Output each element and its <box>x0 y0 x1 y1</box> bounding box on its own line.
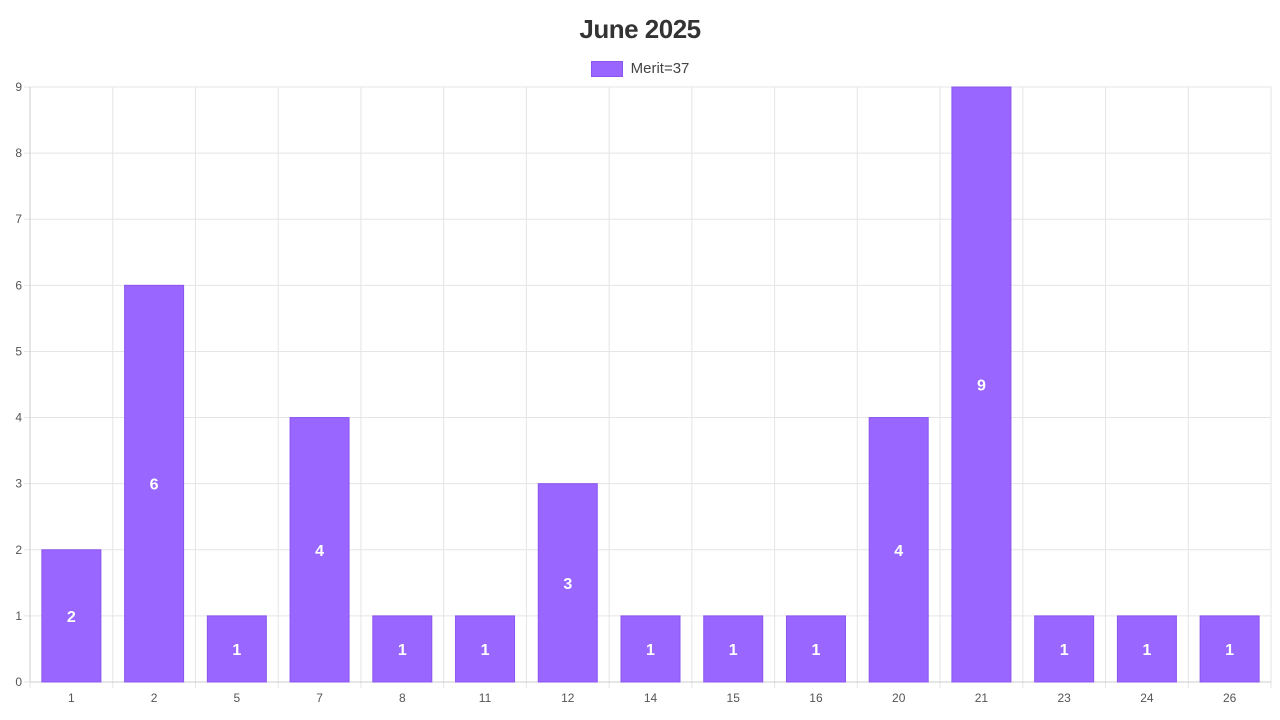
data-label-2: 6 <box>150 477 159 494</box>
data-label-20: 4 <box>894 543 903 560</box>
y-tick-label: 4 <box>15 411 22 425</box>
y-tick-label: 9 <box>15 80 22 94</box>
y-tick-label: 6 <box>15 278 22 292</box>
legend-swatch[interactable] <box>590 60 623 77</box>
y-tick-label: 2 <box>15 543 22 557</box>
x-tick-label: 15 <box>727 691 741 705</box>
x-tick-label: 21 <box>975 691 989 705</box>
y-tick-label: 7 <box>15 212 22 226</box>
legend: Merit=37 <box>0 60 1280 77</box>
x-tick-label: 23 <box>1057 691 1071 705</box>
bar-23[interactable] <box>1034 615 1095 683</box>
bar-7[interactable] <box>289 417 350 683</box>
chart-title: June 2025 <box>579 14 701 44</box>
x-tick-label: 14 <box>644 691 658 705</box>
bar-5[interactable] <box>206 615 267 683</box>
data-label-24: 1 <box>1142 642 1151 659</box>
bar-15[interactable] <box>703 615 764 683</box>
data-label-5: 1 <box>232 642 241 659</box>
bar-1[interactable] <box>41 549 102 683</box>
y-tick-label: 5 <box>15 344 22 358</box>
bar-8[interactable] <box>372 615 433 683</box>
x-tick-label: 5 <box>233 691 240 705</box>
x-tick-label: 12 <box>561 691 575 705</box>
legend-label[interactable]: Merit=37 <box>630 60 690 77</box>
bar-26[interactable] <box>1199 615 1260 683</box>
x-tick-label: 24 <box>1140 691 1154 705</box>
bar-2[interactable] <box>124 284 185 683</box>
x-tick-label: 16 <box>809 691 823 705</box>
data-label-15: 1 <box>729 642 738 659</box>
bar-24[interactable] <box>1116 615 1177 683</box>
data-label-16: 1 <box>812 642 821 659</box>
bar-14[interactable] <box>620 615 681 683</box>
data-label-1: 2 <box>67 609 76 626</box>
bar-11[interactable] <box>455 615 516 683</box>
data-label-21: 9 <box>977 378 986 395</box>
data-label-14: 1 <box>646 642 655 659</box>
y-tick-label: 1 <box>15 609 22 623</box>
bar-12[interactable] <box>537 483 598 683</box>
x-tick-label: 1 <box>68 691 75 705</box>
bar-21[interactable] <box>951 86 1012 683</box>
x-tick-label: 11 <box>479 691 492 705</box>
x-tick-label: 7 <box>316 691 323 705</box>
data-label-12: 3 <box>563 576 572 593</box>
y-tick-label: 3 <box>15 477 22 491</box>
bar-20[interactable] <box>868 417 929 683</box>
data-label-7: 4 <box>315 543 324 560</box>
data-label-8: 1 <box>398 642 407 659</box>
y-tick-label: 8 <box>15 146 22 160</box>
x-tick-label: 2 <box>151 691 158 705</box>
x-tick-label: 8 <box>399 691 406 705</box>
data-label-23: 1 <box>1060 642 1069 659</box>
x-tick-label: 20 <box>892 691 906 705</box>
y-tick-label: 0 <box>15 675 22 689</box>
bar-16[interactable] <box>785 615 846 683</box>
data-label-26: 1 <box>1225 642 1234 659</box>
x-tick-label: 26 <box>1223 691 1237 705</box>
data-label-11: 1 <box>481 642 490 659</box>
